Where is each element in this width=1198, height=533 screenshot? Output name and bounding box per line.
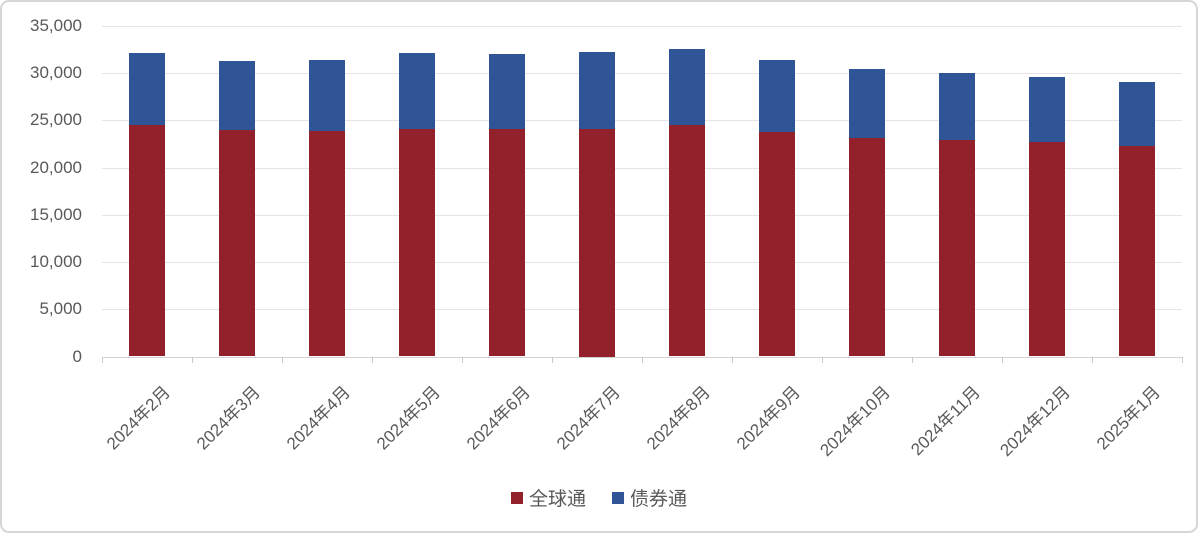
bar-segment-全球通-2025年1月[interactable] [1119, 145, 1155, 357]
x-axis-tick [642, 356, 643, 363]
bar-segment-债券通-2024年11月[interactable] [939, 72, 975, 140]
bar-segment-债券通-2025年1月[interactable] [1119, 81, 1155, 146]
y-axis-tick-label: 30,000 [30, 63, 82, 83]
bar-segment-债券通-2024年3月[interactable] [219, 60, 255, 131]
gridline [102, 309, 1182, 311]
bar-segment-债券通-2024年5月[interactable] [399, 52, 435, 129]
x-axis-tick [552, 356, 553, 363]
bar-segment-债券通-2024年6月[interactable] [489, 53, 525, 129]
bar-segment-全球通-2024年8月[interactable] [669, 125, 705, 357]
legend-item-zhaiquantong[interactable]: 债券通 [612, 484, 687, 511]
legend-swatch-zhaiquantong-icon [612, 491, 624, 504]
y-axis-tick-label: 0 [72, 346, 82, 366]
bar-segment-债券通-2024年10月[interactable] [849, 69, 885, 139]
x-axis-tick [822, 356, 823, 363]
y-axis-tick-label: 10,000 [30, 252, 82, 272]
y-axis-tick-label: 15,000 [30, 204, 82, 224]
bar-segment-全球通-2024年3月[interactable] [219, 130, 255, 357]
bar-segment-全球通-2024年10月[interactable] [849, 138, 885, 357]
bar-segment-全球通-2024年4月[interactable] [309, 131, 345, 357]
x-axis-tick [102, 356, 103, 363]
bar-segment-全球通-2024年6月[interactable] [489, 128, 525, 357]
x-axis-tick [912, 356, 913, 363]
gridline [102, 120, 1182, 122]
y-axis-tick-label: 20,000 [30, 157, 82, 177]
bar-segment-全球通-2024年11月[interactable] [939, 139, 975, 357]
legend-item-quanqiutong[interactable]: 全球通 [510, 484, 586, 511]
bar-segment-债券通-2024年12月[interactable] [1029, 77, 1065, 143]
legend-swatch-quanqiutong-icon [510, 491, 523, 504]
bar-segment-全球通-2024年12月[interactable] [1029, 142, 1065, 357]
gridline [102, 167, 1182, 169]
y-axis-tick-label: 25,000 [30, 110, 82, 130]
x-axis-tick [1182, 356, 1183, 363]
x-axis-tick [282, 356, 283, 363]
y-axis-tick-label: 35,000 [30, 16, 82, 35]
x-axis-tick [732, 356, 733, 363]
x-axis-tick [372, 356, 373, 363]
bar-segment-债券通-2024年8月[interactable] [669, 48, 705, 126]
bar-segment-债券通-2024年7月[interactable] [579, 51, 615, 129]
bar-segment-全球通-2024年7月[interactable] [579, 128, 615, 357]
bar-segment-债券通-2024年9月[interactable] [759, 60, 795, 132]
bar-segment-债券通-2024年2月[interactable] [129, 53, 165, 126]
x-axis-tick [1092, 356, 1093, 363]
bar-segment-债券通-2024年4月[interactable] [309, 60, 345, 132]
legend-label: 债券通 [630, 489, 688, 510]
y-axis-tick-label: 5,000 [39, 299, 82, 319]
bar-segment-全球通-2024年2月[interactable] [129, 125, 165, 357]
legend: 全球通 债券通 [2, 484, 1196, 511]
bar-segment-全球通-2024年5月[interactable] [399, 128, 435, 357]
x-axis-tick [192, 356, 193, 363]
gridline [102, 73, 1182, 75]
gridline [102, 214, 1182, 216]
legend-label: 全球通 [528, 489, 586, 510]
gridline [102, 262, 1182, 264]
gridline [102, 26, 1182, 27]
bar-segment-全球通-2024年9月[interactable] [759, 131, 795, 357]
x-axis-tick [1002, 356, 1003, 363]
x-axis-tick [462, 356, 463, 363]
